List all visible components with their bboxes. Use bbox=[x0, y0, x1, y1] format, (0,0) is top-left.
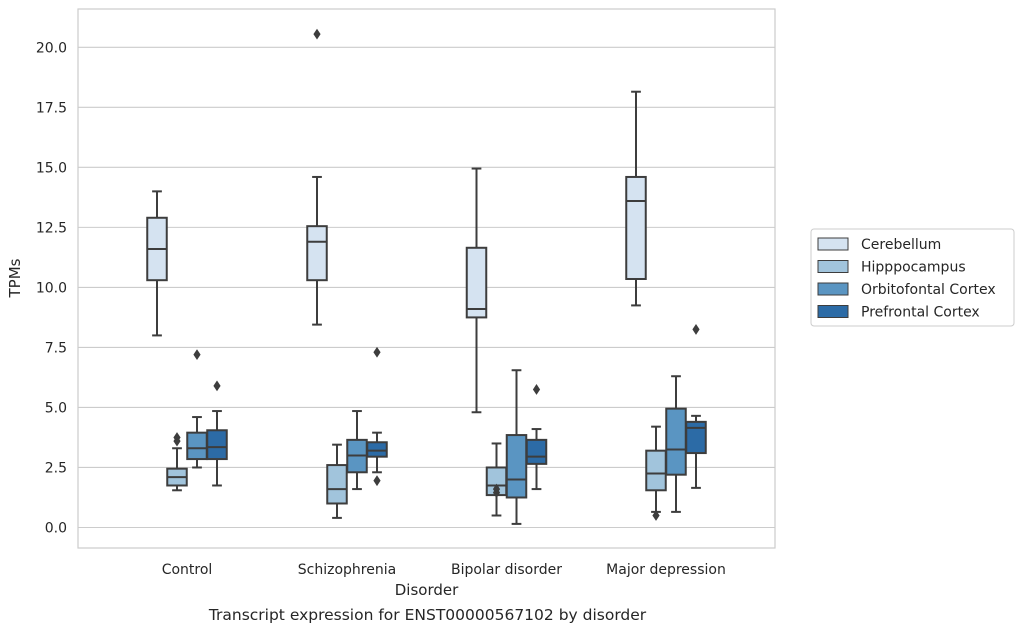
legend-label: Hipppocampus bbox=[861, 260, 966, 276]
box-hipppocampus-3 bbox=[645, 425, 667, 521]
legend-swatch bbox=[817, 305, 849, 318]
box-orbitofontal-cortex-0 bbox=[186, 349, 208, 469]
y-tick-label: 2.5 bbox=[45, 460, 67, 476]
x-tick-label: Schizophrenia bbox=[298, 562, 396, 578]
y-tick-label: 7.5 bbox=[45, 340, 67, 356]
iqr-box bbox=[665, 407, 687, 476]
outlier-point bbox=[373, 346, 381, 358]
boxes bbox=[146, 28, 707, 525]
legend-label: Prefrontal Cortex bbox=[861, 305, 980, 321]
y-tick-label: 12.5 bbox=[36, 220, 67, 236]
box-orbitofontal-cortex-1 bbox=[346, 410, 368, 491]
y-tick-label: 20.0 bbox=[36, 40, 67, 56]
outlier-point bbox=[193, 349, 201, 361]
box-prefrontal-cortex-0 bbox=[206, 380, 228, 487]
legend-frame bbox=[810, 228, 1015, 327]
y-axis-label: TPMs bbox=[6, 258, 24, 298]
y-tick-label: 5.0 bbox=[45, 400, 67, 416]
box-cerebellum-1 bbox=[306, 28, 328, 326]
iqr-box bbox=[366, 441, 388, 458]
box-cerebellum-3 bbox=[625, 90, 647, 307]
box-hipppocampus-0 bbox=[166, 432, 188, 492]
iqr-box bbox=[465, 246, 488, 319]
box-prefrontal-cortex-3 bbox=[685, 324, 707, 489]
outlier-point bbox=[373, 475, 381, 487]
box-prefrontal-cortex-1 bbox=[366, 346, 388, 487]
iqr-box bbox=[326, 464, 348, 505]
x-tick-label: Major depression bbox=[606, 562, 726, 578]
legend-item: Hipppocampus bbox=[817, 260, 966, 276]
x-tick-labels: Control Schizophrenia Bipolar disorder Majo… bbox=[162, 562, 726, 578]
box-prefrontal-cortex-2 bbox=[525, 384, 548, 491]
legend-item: Cerebellum bbox=[817, 237, 941, 253]
y-tick-label: 10.0 bbox=[36, 280, 67, 296]
iqr-box bbox=[186, 431, 208, 461]
box-orbitofontal-cortex-2 bbox=[505, 369, 528, 525]
plot-frame bbox=[77, 8, 776, 549]
iqr-box bbox=[525, 438, 548, 465]
legend-swatch bbox=[817, 260, 849, 273]
iqr-box bbox=[645, 449, 667, 492]
y-tick-label: 0.0 bbox=[45, 521, 67, 537]
y-tick-label: 17.5 bbox=[36, 100, 67, 116]
iqr-box bbox=[505, 434, 528, 499]
legend: Cerebellum Hipppocampus Orbitofontal Corte… bbox=[810, 228, 1015, 327]
iqr-box bbox=[685, 420, 707, 455]
legend-label: Cerebellum bbox=[861, 237, 941, 253]
outlier-point bbox=[173, 432, 181, 443]
x-axis-label: Disorder bbox=[395, 581, 459, 599]
y-tick-labels: 0.0 2.5 5.0 7.5 10.0 12.5 15.0 17.5 20.0 bbox=[36, 40, 67, 536]
box-hipppocampus-1 bbox=[326, 443, 348, 519]
legend-swatch bbox=[817, 282, 849, 296]
box-hipppocampus-2 bbox=[485, 442, 508, 517]
box-cerebellum-2 bbox=[465, 167, 488, 414]
x-tick-label: Control bbox=[162, 562, 213, 578]
outlier-point bbox=[492, 483, 501, 495]
legend-swatch bbox=[817, 237, 849, 251]
outlier-point bbox=[213, 380, 221, 392]
legend-item: Prefrontal Cortex bbox=[817, 305, 980, 321]
iqr-box bbox=[206, 429, 228, 461]
outlier-point bbox=[692, 324, 700, 335]
figure-caption: Transcript expression for ENST0000056710… bbox=[208, 606, 647, 624]
legend-label: Orbitofontal Cortex bbox=[861, 282, 996, 298]
x-tick-label: Bipolar disorder bbox=[451, 562, 562, 578]
box-orbitofontal-cortex-3 bbox=[665, 375, 687, 513]
legend-item: Orbitofontal Cortex bbox=[817, 282, 996, 298]
outlier-point bbox=[313, 28, 321, 40]
outlier-point bbox=[532, 384, 541, 395]
y-tick-label: 15.0 bbox=[36, 160, 67, 176]
outlier-point bbox=[652, 510, 660, 521]
iqr-box bbox=[306, 225, 328, 282]
box-cerebellum-0 bbox=[146, 190, 168, 337]
iqr-box bbox=[625, 175, 647, 280]
